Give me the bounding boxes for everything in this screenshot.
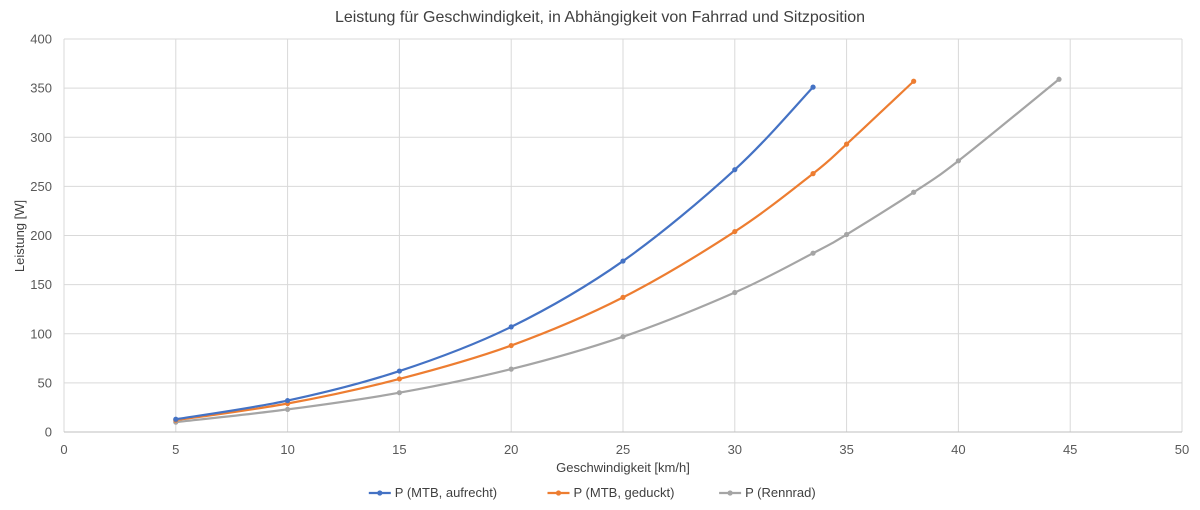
y-tick-label: 300 bbox=[30, 130, 52, 145]
x-tick-label: 25 bbox=[616, 442, 630, 457]
data-point bbox=[810, 171, 816, 177]
legend-label: P (MTB, aufrecht) bbox=[395, 485, 497, 500]
x-axis-title: Geschwindigkeit [km/h] bbox=[556, 460, 690, 475]
data-point bbox=[396, 390, 402, 396]
y-tick-label: 150 bbox=[30, 277, 52, 292]
data-point bbox=[732, 228, 738, 235]
grid-lines bbox=[63, 38, 1183, 432]
data-point bbox=[732, 289, 738, 296]
x-tick-label: 10 bbox=[280, 442, 294, 457]
data-point bbox=[844, 141, 850, 147]
data-point bbox=[620, 294, 626, 300]
data-point bbox=[508, 366, 514, 372]
data-point bbox=[285, 397, 291, 404]
series-3 bbox=[173, 76, 1062, 425]
data-point bbox=[955, 158, 962, 164]
data-point bbox=[911, 189, 917, 195]
legend-item: P (MTB, aufrecht) bbox=[368, 485, 497, 500]
series-line bbox=[174, 80, 915, 422]
x-tick-label: 45 bbox=[1063, 442, 1077, 457]
data-point bbox=[620, 258, 626, 264]
y-axis-title: Leistung [W] bbox=[12, 200, 27, 272]
chart-title: Leistung für Geschwindigkeit, in Abhängi… bbox=[335, 9, 865, 26]
data-point bbox=[396, 368, 402, 374]
y-tick-label: 350 bbox=[30, 81, 52, 96]
data-point bbox=[396, 376, 402, 382]
y-tick-label: 50 bbox=[38, 375, 52, 390]
legend-label: P (MTB, geduckt) bbox=[574, 485, 675, 500]
data-point bbox=[620, 334, 626, 340]
x-tick-label: 50 bbox=[1175, 442, 1189, 457]
x-tick-label: 0 bbox=[60, 442, 67, 457]
x-tick-label: 20 bbox=[504, 442, 518, 457]
y-tick-label: 400 bbox=[30, 32, 52, 47]
data-point bbox=[1056, 76, 1062, 82]
data-point bbox=[911, 78, 917, 84]
y-tick-label: 0 bbox=[45, 425, 52, 440]
x-tick-label: 35 bbox=[839, 442, 853, 457]
legend-swatch-marker bbox=[727, 490, 733, 496]
x-tick-label: 15 bbox=[392, 442, 406, 457]
y-tick-label: 250 bbox=[30, 179, 52, 194]
series-layer bbox=[173, 76, 1062, 425]
legend-swatch-marker bbox=[377, 490, 383, 496]
legend-label: P (Rennrad) bbox=[745, 485, 816, 500]
data-point bbox=[810, 84, 816, 90]
legend-item: P (MTB, geduckt) bbox=[547, 485, 675, 500]
legend-swatch-marker bbox=[555, 490, 562, 496]
legend: P (MTB, aufrecht) P (MTB, geduckt) P (Renn… bbox=[368, 485, 816, 500]
x-tick-label: 30 bbox=[728, 442, 742, 457]
axes: 0 50 100 150 200 250 300 350 400 0 5 10 15 20 25 30 35 40… bbox=[30, 32, 1189, 458]
series-2 bbox=[173, 78, 917, 423]
data-point bbox=[810, 250, 816, 256]
y-tick-label: 200 bbox=[30, 228, 52, 243]
series-line bbox=[174, 78, 1061, 424]
x-tick-label: 40 bbox=[951, 442, 965, 457]
data-point bbox=[732, 167, 738, 173]
series-1 bbox=[173, 84, 816, 422]
x-tick-label: 5 bbox=[172, 442, 179, 457]
y-tick-label: 100 bbox=[30, 326, 52, 341]
data-point bbox=[508, 342, 514, 349]
data-point bbox=[173, 416, 179, 422]
data-point bbox=[508, 324, 514, 330]
data-point bbox=[844, 231, 850, 238]
legend-item: P (Rennrad) bbox=[719, 485, 816, 500]
data-point bbox=[285, 406, 291, 413]
